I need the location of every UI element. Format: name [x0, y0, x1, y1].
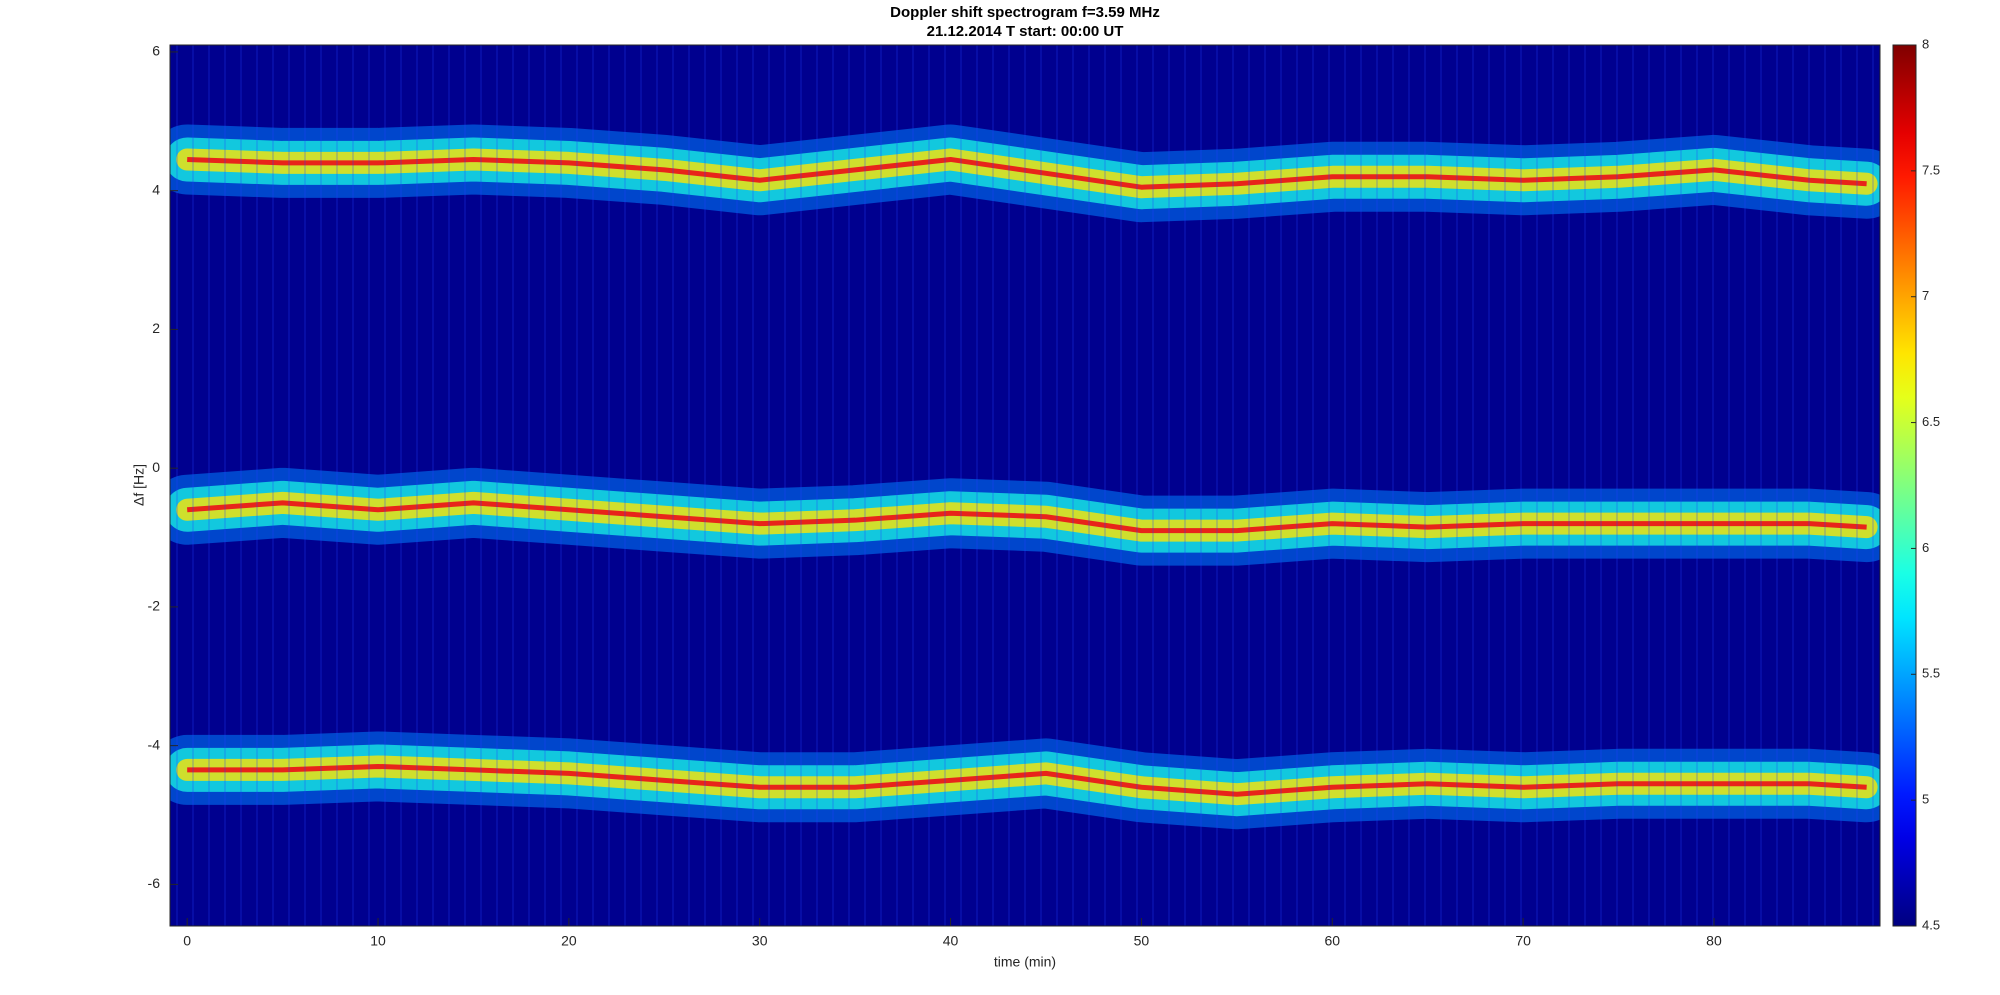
x-tick-label: 70	[1515, 933, 1531, 949]
y-axis-label: Δf [Hz]	[131, 464, 147, 506]
y-tick-label: 2	[152, 320, 160, 336]
y-tick-label: 6	[152, 43, 160, 59]
y-tick-label: -4	[148, 736, 161, 752]
texture	[170, 45, 1880, 926]
colorbar-tick-label: 6	[1922, 540, 1929, 555]
y-tick-label: 0	[152, 459, 160, 475]
colorbar-tick-label: 5.5	[1922, 666, 1940, 681]
x-tick-label: 40	[943, 933, 959, 949]
x-tick-label: 0	[183, 933, 191, 949]
colorbar-tick-label: 7.5	[1922, 162, 1940, 177]
colorbar-tick-label: 4.5	[1922, 917, 1940, 932]
x-tick-label: 10	[370, 933, 386, 949]
colorbar-tick-label: 7	[1922, 288, 1929, 303]
x-tick-label: 30	[752, 933, 768, 949]
colorbar-tick-label: 8	[1922, 36, 1929, 51]
y-tick-label: -6	[148, 875, 161, 891]
colorbar-tick-label: 6.5	[1922, 414, 1940, 429]
x-tick-label: 80	[1706, 933, 1722, 949]
colorbar	[1892, 44, 1917, 927]
chart-subtitle: 21.12.2014 T start: 00:00 UT	[927, 23, 1124, 40]
x-axis-label: time (min)	[994, 954, 1056, 970]
plot-frame	[169, 44, 1881, 927]
chart-title: Doppler shift spectrogram f=3.59 MHz	[890, 4, 1160, 21]
x-tick-label: 50	[1134, 933, 1150, 949]
y-tick-label: 4	[152, 181, 160, 197]
x-tick-label: 20	[561, 933, 577, 949]
x-tick-label: 60	[1324, 933, 1340, 949]
y-tick-label: -2	[148, 598, 161, 614]
colorbar-tick-label: 5	[1922, 792, 1929, 807]
